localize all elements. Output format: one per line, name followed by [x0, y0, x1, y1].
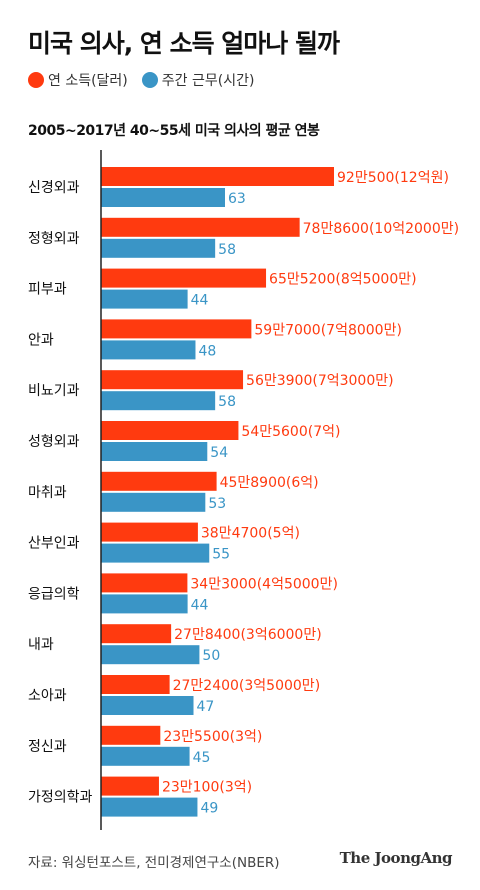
income-bar	[101, 421, 239, 440]
category-label: 소아과	[28, 688, 67, 704]
legend: 연 소득(달러) 주간 근무(시간)	[28, 70, 254, 90]
income-value-label: 59만7000(7억8000만)	[254, 322, 402, 338]
income-value-label: 27만2400(3억5000만)	[173, 678, 321, 694]
hours-bar	[101, 238, 216, 258]
legend-income-label: 연 소득(달러)	[48, 73, 128, 89]
category-label: 내과	[28, 637, 54, 653]
hours-bar	[101, 797, 198, 817]
income-bar	[101, 624, 172, 644]
income-value-label: 45만8900(6억)	[220, 475, 319, 491]
income-bar	[101, 725, 161, 745]
income-bar	[101, 167, 334, 186]
hours-value-label: 45	[193, 750, 211, 766]
hours-bar	[101, 594, 188, 614]
income-bar	[101, 675, 170, 694]
hours-bar	[101, 289, 188, 309]
hours-bar	[101, 340, 196, 360]
income-value-label: 92만500(12억원)	[337, 170, 449, 186]
income-value-label: 56만3900(7억3000만)	[246, 373, 394, 389]
income-value-label: 34만3000(4억5000만)	[190, 576, 338, 592]
income-bar	[101, 370, 244, 390]
hours-bar	[101, 391, 216, 411]
income-value-label: 23만5500(3억)	[163, 729, 262, 745]
hours-bar	[101, 188, 225, 207]
income-bar	[101, 522, 198, 542]
income-bar	[101, 471, 217, 491]
income-value-label: 65만5200(8억5000만)	[269, 272, 417, 288]
income-value-label: 27만8400(3억6000만)	[174, 627, 322, 643]
category-label: 신경외과	[28, 180, 80, 196]
hours-bar	[101, 696, 194, 715]
chart-title: 미국 의사, 연 소득 얼마나 될까	[28, 29, 340, 58]
category-label: 정형외과	[28, 231, 80, 247]
hours-value-label: 48	[198, 343, 216, 359]
category-label: 정신과	[28, 739, 67, 755]
legend-item-income: 연 소득(달러)	[28, 70, 128, 90]
hours-value-label: 54	[210, 445, 228, 461]
hours-bar	[101, 746, 190, 766]
legend-income-swatch-icon	[28, 72, 44, 88]
income-bar	[101, 217, 300, 237]
hours-value-label: 63	[228, 191, 246, 207]
legend-item-hours: 주간 근무(시간)	[141, 70, 255, 90]
hours-bar	[101, 492, 206, 512]
category-label: 응급의학	[28, 586, 80, 602]
income-bar	[101, 268, 267, 288]
hours-value-label: 55	[212, 547, 230, 563]
category-label: 비뇨기과	[28, 383, 80, 399]
hours-value-label: 53	[208, 496, 226, 512]
hours-value-label: 44	[191, 597, 209, 613]
legend-hours-swatch-icon	[141, 72, 158, 88]
chart-subtitle: 2005~2017년 40~55세 미국 의사의 평균 연봉	[28, 123, 320, 139]
category-label: 성형외과	[28, 434, 80, 450]
category-label: 산부인과	[28, 536, 80, 552]
hours-value-label: 58	[218, 242, 236, 258]
bar-chart: 신경외과 92만500(12억원) 63 정형외과 78만8600(10억2000만) 5…	[28, 150, 459, 830]
income-value-label: 23만100(3억)	[162, 780, 252, 796]
hours-value-label: 58	[218, 394, 236, 410]
legend-hours-label: 주간 근무(시간)	[161, 73, 255, 89]
hours-bar	[101, 442, 208, 461]
income-bar	[101, 573, 188, 593]
hours-bar	[101, 543, 210, 563]
hours-bar	[101, 645, 200, 665]
category-label: 피부과	[28, 282, 67, 298]
income-bar	[101, 319, 252, 339]
income-value-label: 38만4700(5억)	[201, 526, 300, 542]
category-label: 안과	[28, 332, 54, 348]
income-value-label: 54만5600(7억)	[241, 424, 340, 440]
hours-value-label: 44	[191, 293, 209, 309]
category-label: 마취과	[28, 485, 67, 501]
source-note: 자료: 워싱턴포스트, 전미경제연구소(NBER)	[28, 855, 280, 871]
brand-logo: The JoongAng	[339, 849, 453, 867]
category-label: 가정의학과	[28, 790, 93, 806]
hours-value-label: 50	[202, 648, 220, 664]
hours-value-label: 47	[197, 699, 215, 715]
income-bar	[101, 776, 159, 796]
income-value-label: 78만8600(10억2000만)	[303, 221, 459, 237]
hours-value-label: 49	[200, 801, 218, 817]
